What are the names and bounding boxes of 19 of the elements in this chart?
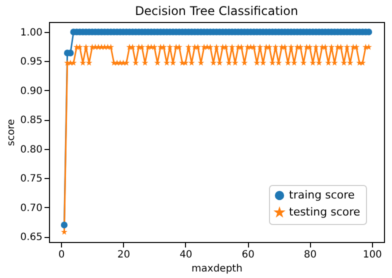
chart-title: Decision Tree Classification (134, 4, 298, 18)
y-tick-label: 0.80 (20, 144, 42, 156)
y-tick-label: 0.85 (20, 115, 42, 126)
x-axis-title: maxdepth (192, 264, 242, 274)
legend-label: testing score (289, 206, 360, 218)
x-tick-label: 20 (117, 250, 130, 260)
y-tick-label: 0.90 (20, 86, 42, 97)
x-tick-label: 40 (180, 250, 192, 260)
y-axis-title: score (6, 119, 18, 146)
y-tick-label: 0.70 (20, 202, 42, 214)
y-tick-label: 0.65 (20, 232, 42, 244)
x-tick-label: 80 (304, 250, 317, 260)
y-tick-label: 0.75 (20, 174, 42, 185)
y-tick-label: 0.95 (20, 56, 42, 68)
legend-label: traing score (289, 188, 355, 202)
x-tick-label: 0 (58, 250, 65, 260)
y-tick-label: 1.00 (20, 27, 42, 38)
x-tick-label: 100 (362, 250, 382, 260)
x-tick-label: 60 (242, 250, 254, 260)
